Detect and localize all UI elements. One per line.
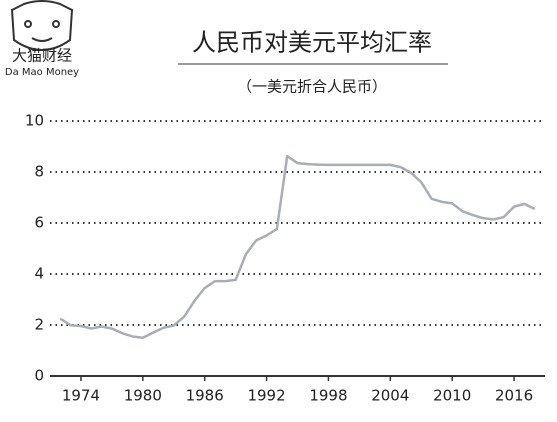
x-tick-label: 1992 (247, 387, 285, 405)
logo-mouth (31, 37, 53, 42)
y-tick-label: 0 (34, 367, 44, 385)
logo-outline (10, 0, 74, 51)
x-tick-label: 1998 (309, 387, 347, 405)
x-tick-label: 1980 (124, 387, 162, 405)
x-tick-label: 2004 (371, 387, 409, 405)
logo-eye (52, 20, 60, 28)
chart-subtitle: （一美元折合人民币） (237, 78, 387, 96)
y-tick-label: 4 (34, 265, 44, 283)
x-tick-label: 2016 (495, 387, 533, 405)
logo-eye (24, 20, 32, 28)
x-tick-label: 1974 (62, 387, 100, 405)
y-tick-label: 2 (34, 316, 44, 334)
brand-tagline: Da Mao Money (5, 67, 79, 78)
x-tick-label: 2010 (433, 387, 471, 405)
x-tick-label: 1986 (186, 387, 224, 405)
y-tick-label: 10 (25, 112, 44, 130)
y-tick-label: 6 (34, 214, 44, 232)
brand-name: 大猫财经 (12, 47, 72, 65)
chart-title: 人民币对美元平均汇率 (192, 29, 432, 57)
logo (10, 0, 74, 51)
line-series (59, 154, 536, 339)
y-tick-label: 8 (34, 163, 44, 181)
